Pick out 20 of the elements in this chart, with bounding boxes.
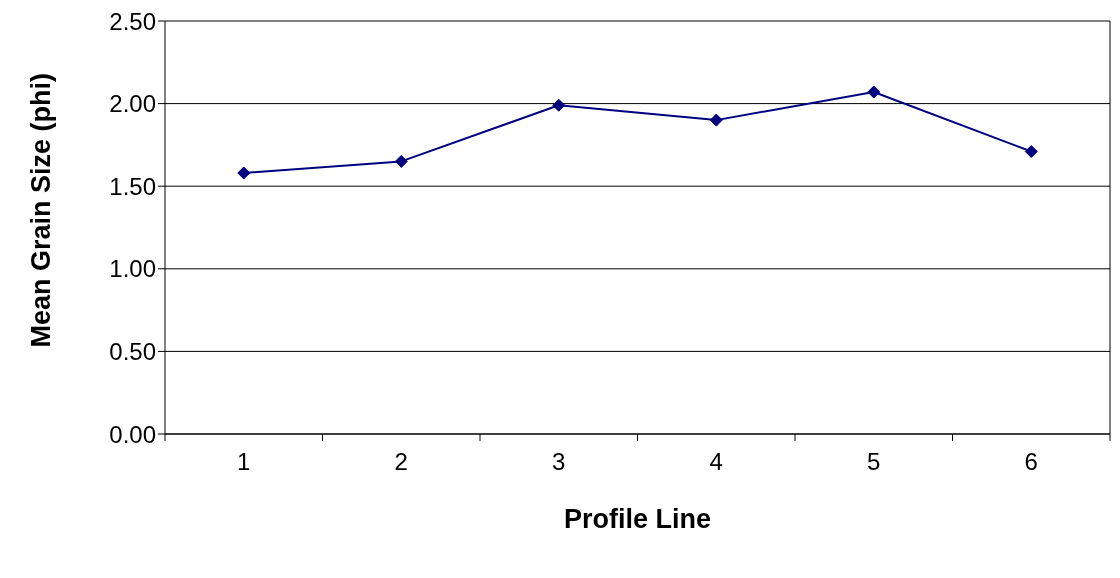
point [867, 85, 881, 99]
x-tick-label: 4 [709, 448, 723, 475]
x-tick-label: 5 [867, 448, 881, 475]
point [552, 98, 566, 112]
x-tick-label: 6 [1024, 448, 1038, 475]
x-tick-label: 2 [394, 448, 408, 475]
point [1024, 145, 1038, 159]
y-axis-title: Mean Grain Size (phi) [25, 72, 56, 348]
x-tick-label: 1 [237, 448, 251, 475]
point [237, 166, 251, 180]
y-tick-label: 1.50 [109, 172, 156, 200]
x-tick-label: 3 [552, 448, 566, 475]
y-tick-label: 2.00 [109, 90, 156, 118]
y-tick-label: 2.50 [109, 7, 156, 35]
point [394, 154, 408, 168]
y-tick-label: 0.00 [109, 420, 156, 448]
x-axis-title: Profile Line [563, 504, 712, 535]
y-tick-label: 1.00 [109, 255, 156, 283]
y-tick-label: 0.50 [109, 337, 156, 365]
point [709, 113, 723, 127]
